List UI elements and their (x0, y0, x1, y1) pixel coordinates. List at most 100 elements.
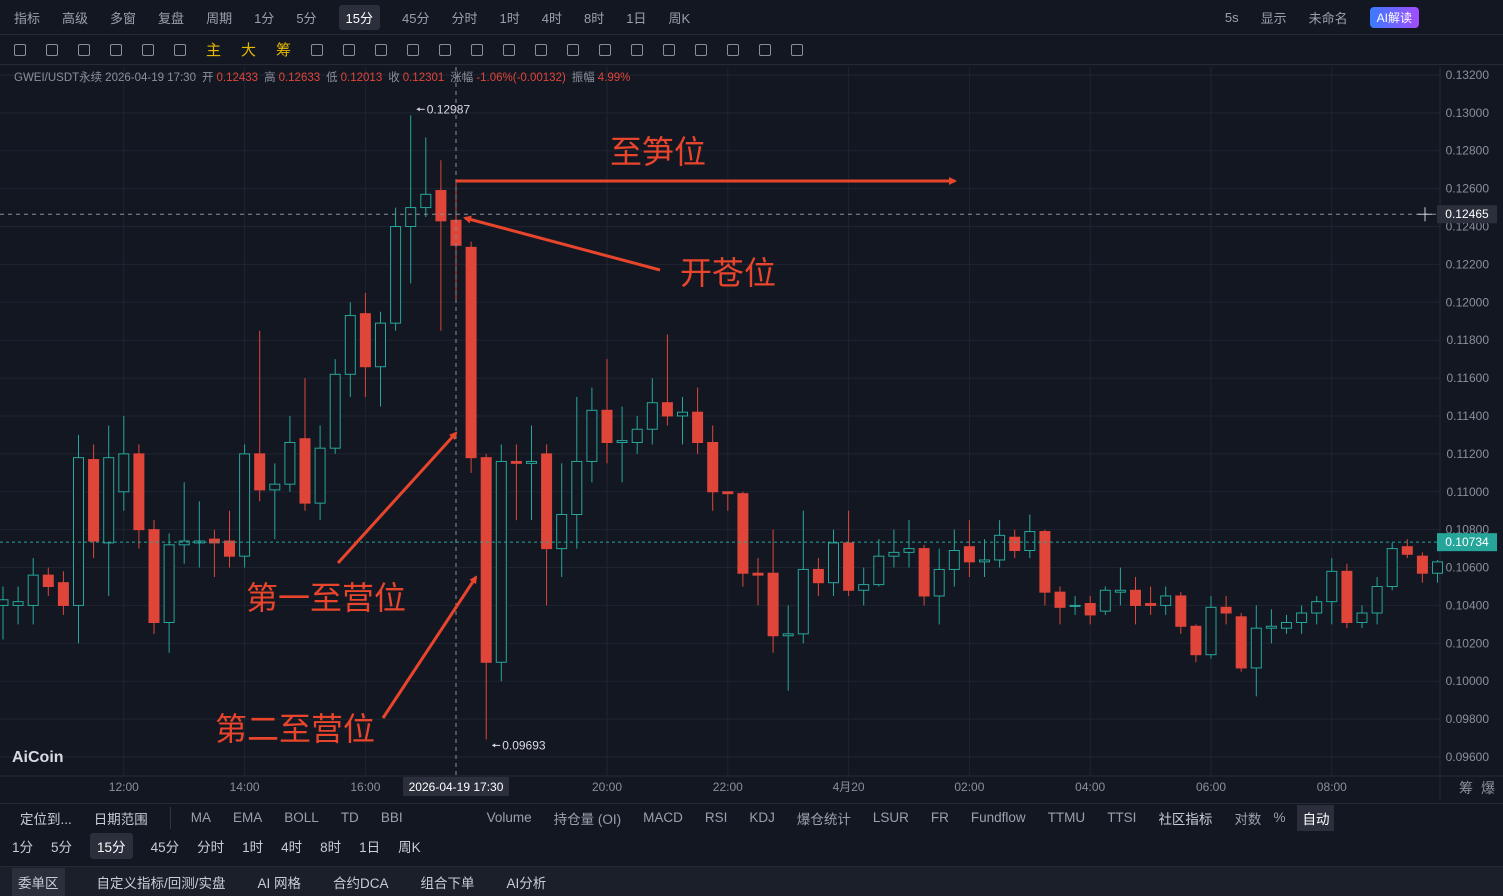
tool-icon[interactable] (503, 43, 516, 56)
scale-option[interactable]: 对数 (1234, 811, 1262, 827)
sub-indicator[interactable]: KDJ (749, 810, 775, 825)
sub-indicator[interactable]: TTSI (1107, 810, 1137, 825)
period-button[interactable]: 周K (398, 840, 421, 855)
main-indicator[interactable]: BOLL (284, 810, 319, 825)
sub-indicator[interactable]: TTMU (1047, 810, 1086, 825)
candle-body (631, 428, 643, 444)
period-button[interactable]: 45分 (150, 840, 180, 855)
candle-body (1341, 570, 1353, 623)
candle-body (1401, 546, 1413, 555)
ai-button[interactable]: AI解读 (1369, 6, 1419, 28)
y-tick-label: 0.11400 (1447, 409, 1490, 423)
candle-body (465, 246, 477, 459)
candle-body (903, 548, 915, 553)
tool-icon[interactable] (174, 43, 186, 56)
sub-indicator[interactable]: Volume (486, 810, 532, 825)
period-button[interactable]: 15分 (90, 833, 133, 859)
period-button[interactable]: 4时 (541, 10, 562, 26)
tool-icon[interactable] (46, 43, 58, 56)
bottom-tab[interactable]: 委单区 (12, 867, 65, 896)
sub-indicator[interactable]: 持仓量 (OI) (553, 811, 622, 827)
main-indicator[interactable]: MA (190, 810, 212, 825)
field-value: -1.06%(-0.00132) (476, 72, 566, 84)
sub-indicator[interactable]: FR (930, 810, 949, 825)
tool-icon[interactable] (375, 43, 388, 56)
bottom-tab[interactable]: AI分析 (506, 875, 547, 891)
tool-icon[interactable] (407, 43, 420, 56)
menu-item[interactable]: 复盘 (158, 10, 185, 26)
period-menu[interactable]: 周期 (206, 10, 233, 26)
tool-icon[interactable] (599, 43, 612, 56)
sub-indicator[interactable]: RSI (704, 810, 728, 825)
menu-item[interactable]: 指标 (14, 10, 41, 26)
tool-icon[interactable] (142, 43, 154, 56)
marker-label: 0.09693 (502, 738, 546, 752)
tool-icon[interactable] (471, 43, 484, 56)
y-tick-label: 0.11600 (1447, 371, 1490, 385)
main-chip[interactable]: 主 (206, 42, 222, 59)
main-chip[interactable]: 筹 (276, 42, 292, 59)
tool-icon[interactable] (535, 43, 548, 56)
period-button[interactable]: 15分 (338, 4, 381, 30)
toolbar-option[interactable]: 未命名 (1308, 10, 1348, 26)
tool-icon[interactable] (663, 43, 676, 56)
candle-body (269, 483, 281, 491)
period-button[interactable]: 4时 (281, 840, 303, 855)
bottom-tab[interactable]: 自定义指标/回测/实盘 (96, 875, 226, 891)
period-button[interactable]: 1时 (242, 840, 264, 855)
bottom-tab[interactable]: AI 网格 (257, 875, 302, 891)
tool-icon[interactable] (695, 43, 708, 56)
candle-body (1205, 606, 1217, 656)
candle-body (510, 460, 522, 464)
period-button[interactable]: 8时 (583, 10, 605, 26)
period-button[interactable]: 分时 (197, 840, 225, 855)
period-button[interactable]: 1分 (254, 10, 275, 26)
tool-icon[interactable] (567, 43, 580, 56)
tool-icon[interactable] (110, 43, 122, 56)
tool-icon[interactable] (343, 43, 356, 56)
sub-indicator[interactable]: LSUR (872, 810, 909, 825)
period-button[interactable]: 5分 (296, 10, 317, 26)
candle-body (586, 409, 598, 462)
main-chip[interactable]: 大 (241, 42, 257, 59)
main-indicator[interactable]: EMA (233, 810, 263, 825)
period-button[interactable]: 1时 (499, 10, 520, 26)
period-button[interactable]: 5分 (51, 840, 73, 855)
locate-button[interactable]: 定位到... (20, 811, 72, 827)
sub-indicator[interactable]: MACD (643, 810, 683, 825)
toolbar-option[interactable]: 显示 (1260, 10, 1287, 26)
period-button[interactable]: 1分 (12, 840, 34, 855)
tool-icon[interactable] (631, 43, 644, 56)
menu-item[interactable]: 多窗 (110, 10, 137, 26)
tool-icon[interactable] (727, 43, 740, 56)
date-range[interactable]: 日期范围 (93, 811, 148, 827)
candle-body (329, 373, 341, 449)
tool-icon[interactable] (78, 43, 90, 56)
period-button[interactable]: 1日 (626, 10, 647, 26)
main-indicator[interactable]: BBI (380, 810, 403, 825)
main-indicator[interactable]: TD (340, 810, 359, 825)
toolbar-option[interactable]: 5s (1224, 9, 1239, 25)
bottom-tab[interactable]: 合约DCA (333, 875, 389, 891)
sub-indicator[interactable]: 爆仓统计 (796, 811, 851, 827)
scale-option[interactable]: 自动 (1297, 804, 1335, 831)
tool-icon[interactable] (439, 43, 452, 56)
candle-body (0, 599, 9, 606)
period-button[interactable]: 分时 (451, 10, 478, 26)
tool-icon[interactable] (311, 43, 324, 56)
scale-option[interactable]: % (1273, 810, 1286, 825)
y-tick-label: 0.10600 (1446, 561, 1490, 575)
period-button[interactable]: 周K (668, 10, 691, 26)
tool-icon[interactable] (759, 43, 772, 56)
field-label: 涨幅 (450, 72, 474, 84)
community-indicator[interactable]: 社区指标 (1158, 811, 1213, 827)
sub-indicator[interactable]: Fundflow (970, 810, 1026, 825)
period-button[interactable]: 8时 (320, 840, 342, 855)
tool-icon[interactable] (791, 43, 804, 56)
menu-item[interactable]: 高级 (62, 10, 89, 26)
period-button[interactable]: 45分 (402, 10, 430, 26)
tool-icon[interactable] (14, 43, 26, 56)
bottom-tab[interactable]: 组合下单 (420, 875, 475, 891)
period-button[interactable]: 1日 (359, 840, 381, 855)
bottom-tabs: 委单区 自定义指标/回测/实盘 AI 网格 合约DCA 组合下单 AI分析 (0, 866, 1503, 896)
